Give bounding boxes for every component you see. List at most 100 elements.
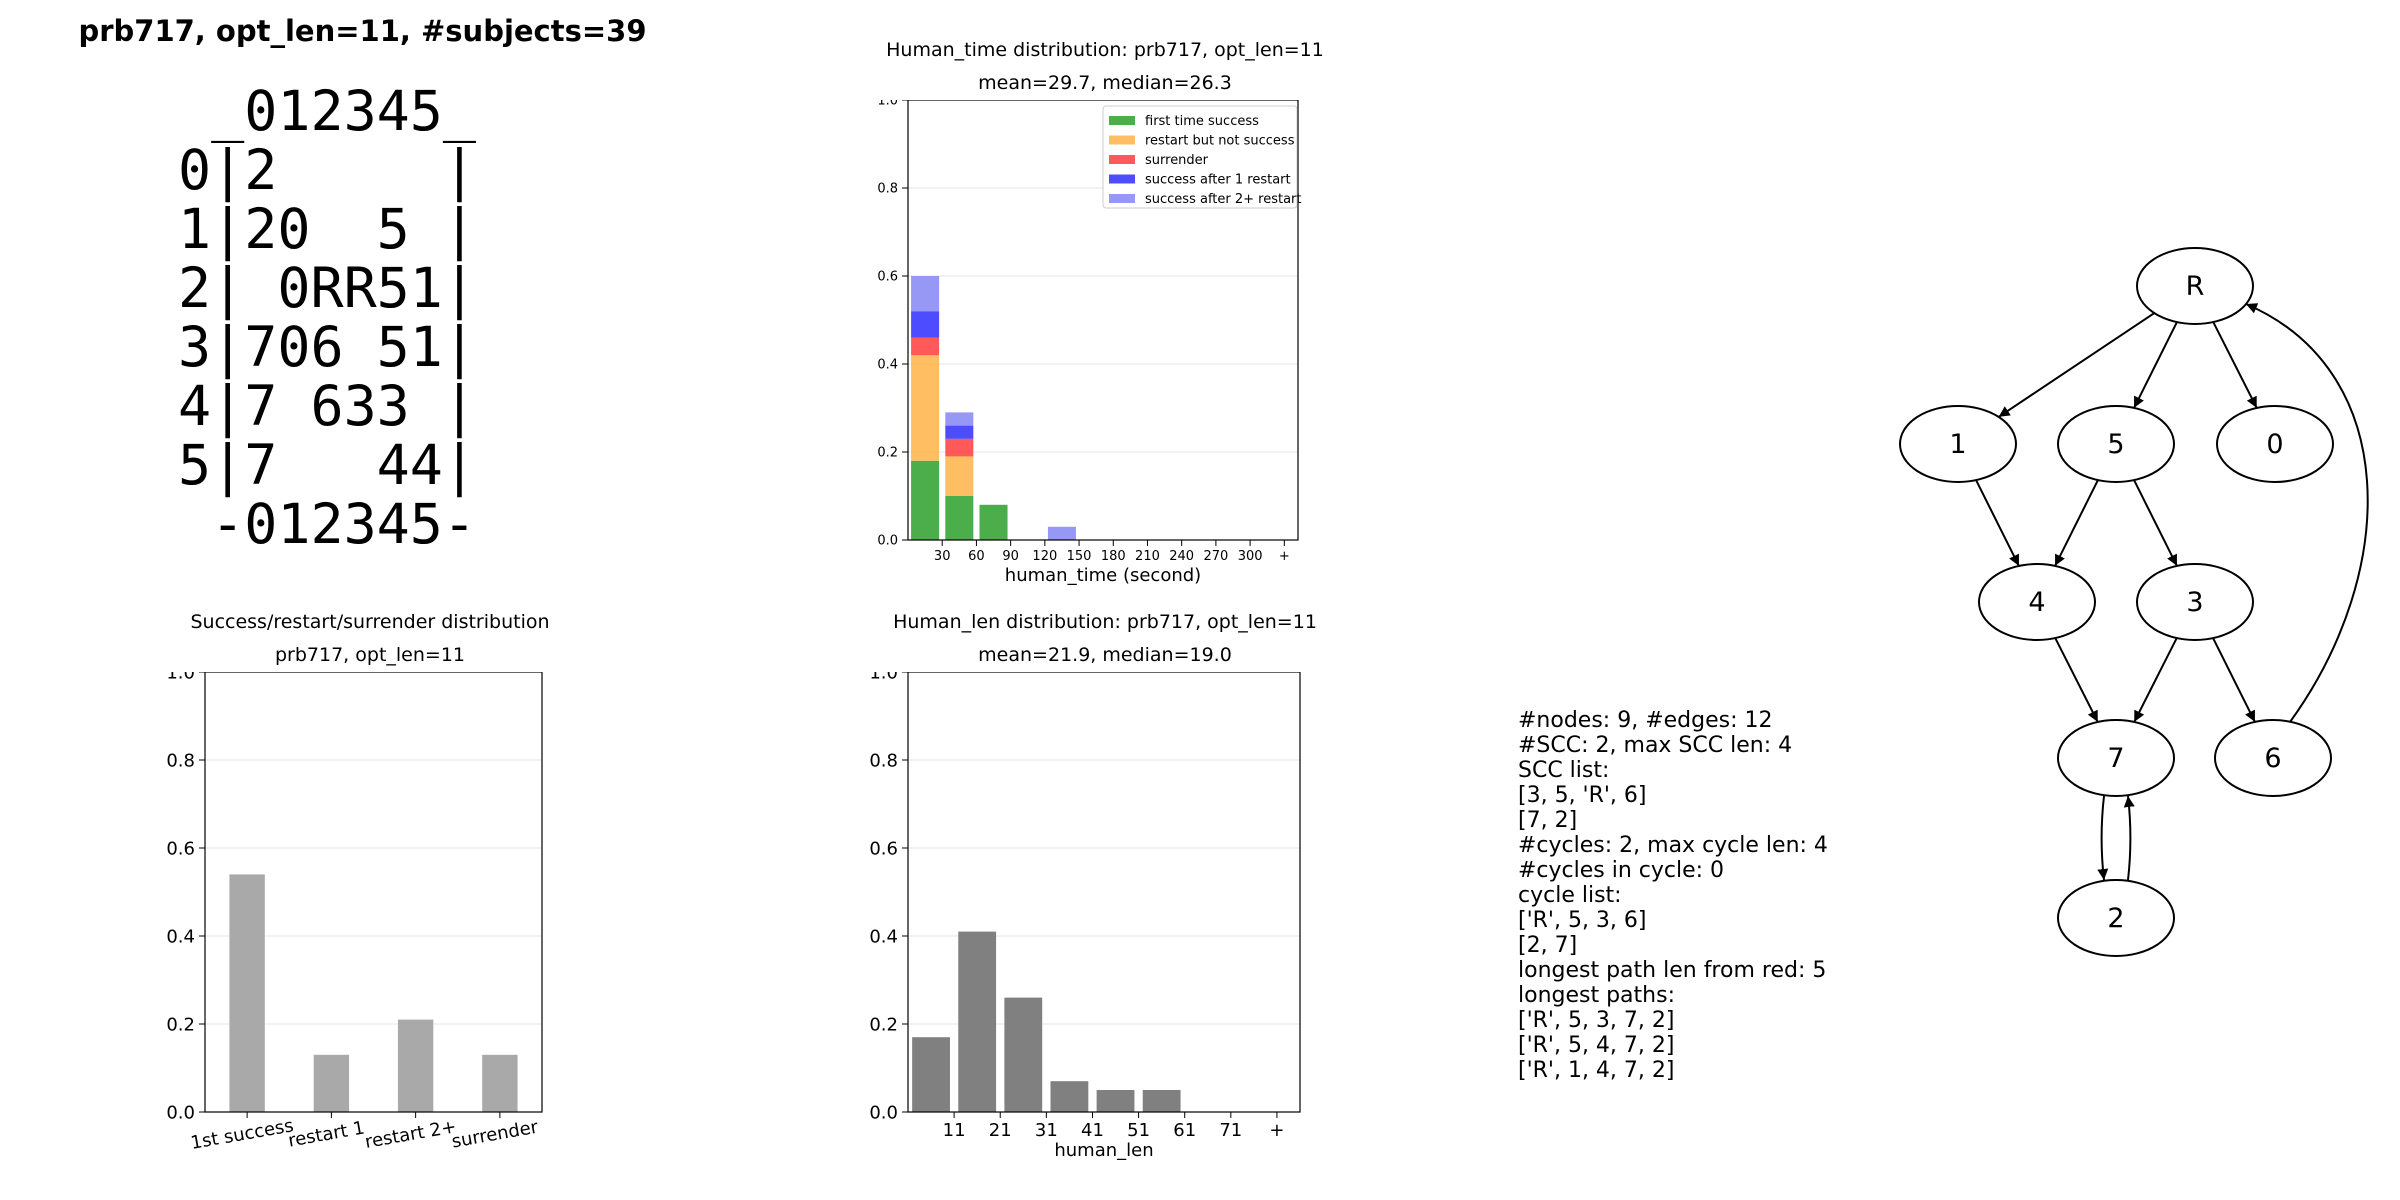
x-tick-label: 60: [968, 549, 985, 564]
bar-segment: [945, 425, 974, 439]
graph-edge: [2054, 479, 2099, 567]
y-tick-label: 0.2: [869, 1014, 898, 1035]
y-tick-label: 1.0: [166, 672, 195, 683]
bar: [1096, 1090, 1135, 1112]
stats-line: ['R', 5, 4, 7, 2]: [1518, 1033, 1675, 1058]
dependency-graph: R 1 5 0 4 3 7 6 2: [1899, 247, 2369, 957]
stats-line: #nodes: 9, #edges: 12: [1518, 708, 1773, 733]
chart-subtitle-line: prb717, opt_len=11: [274, 644, 466, 666]
graph-edge: [2133, 637, 2178, 723]
legend-swatch: [1109, 174, 1135, 184]
y-tick-label: 0.0: [166, 1102, 195, 1123]
graph-node-label: 1: [1949, 429, 1966, 460]
stats-line: ['R', 5, 3, 7, 2]: [1518, 1008, 1675, 1033]
chart-title-line: Success/restart/surrender distribution: [190, 611, 550, 633]
legend-swatch: [1109, 135, 1135, 145]
stats-line: #cycles: 2, max cycle len: 4: [1518, 833, 1828, 858]
y-tick-label: 0.2: [166, 1014, 195, 1035]
stats-line: cycle list:: [1518, 883, 1622, 908]
bar: [482, 1054, 518, 1112]
stats-line: ['R', 5, 3, 6]: [1518, 908, 1647, 933]
stats-line: #SCC: 2, max SCC len: 4: [1518, 733, 1793, 758]
puzzle-board: _012345_ 0|2 | 1|20 5 | 2| 0RR51| 3|706 51| 4…: [178, 82, 476, 554]
stats-line: longest path len from red: 5: [1518, 958, 1827, 983]
graph-edge: [2212, 637, 2256, 723]
legend-label: restart but not success: [1145, 134, 1295, 149]
y-tick-label: 0.6: [166, 838, 195, 859]
bar-segment: [945, 412, 974, 426]
x-axis-label: human_time (second): [1005, 565, 1201, 586]
y-tick-label: 0.4: [877, 358, 898, 373]
legend-swatch: [1109, 155, 1135, 164]
graph-edge: [2133, 321, 2178, 409]
graph-node: [2136, 563, 2254, 641]
y-tick-label: 1.0: [869, 672, 898, 683]
graph-node: [1899, 405, 2017, 483]
bar: [958, 931, 997, 1112]
graph-edge: [1998, 312, 2155, 418]
stats-line: SCC list:: [1518, 758, 1610, 783]
x-tick-label: 21: [989, 1120, 1012, 1141]
board-row: 1|20 5 |: [178, 197, 477, 261]
graph-node: [2057, 879, 2175, 957]
stats-line: [3, 5, 'R', 6]: [1518, 783, 1647, 808]
x-tick-label: 61: [1173, 1120, 1196, 1141]
board-row: _012345_: [178, 79, 477, 143]
y-tick-label: 0.8: [869, 750, 898, 771]
stats-line: [7, 2]: [1518, 808, 1578, 833]
bar: [1004, 997, 1043, 1112]
human-time-chart: 0.0 0.2 0.4 0.6 0.8 1.0 30 60 90 120 150 180 210 240 2…: [877, 100, 1302, 586]
y-tick-label: 0.4: [166, 926, 195, 947]
graph-edge: [1975, 479, 2020, 567]
legend-box: [1102, 105, 1298, 209]
graph-edge: [2245, 303, 2369, 723]
board-row: 3|706 51|: [178, 315, 477, 379]
graph-node-label: 0: [2266, 429, 2283, 460]
graph-node-label: 7: [2107, 743, 2124, 774]
plot-frame: [204, 672, 543, 1113]
bar-segment: [911, 276, 940, 312]
x-tick-label: 150: [1067, 549, 1092, 564]
y-tick-label: 0.6: [869, 838, 898, 859]
bar: [397, 1019, 434, 1112]
chart-title-line: Human_len distribution: prb717, opt_len=…: [893, 611, 1317, 633]
legend-label: success after 2+ restart: [1145, 192, 1302, 207]
stats-line: longest paths:: [1518, 983, 1675, 1008]
graph-node-label: R: [2186, 271, 2205, 302]
y-tick-label: 0.2: [877, 446, 898, 461]
x-tick-label: restart 1: [287, 1118, 367, 1152]
graph-node-label: 3: [2186, 587, 2203, 618]
x-tick-label: +: [1269, 1120, 1284, 1141]
bar-segment: [1047, 526, 1076, 540]
y-tick-label: 0.4: [869, 926, 898, 947]
bar-segment: [945, 438, 974, 457]
graph-node: [2136, 247, 2254, 325]
graph-node: [2216, 405, 2334, 483]
x-tick-label: 11: [943, 1120, 966, 1141]
legend-label: success after 1 restart: [1145, 173, 1291, 188]
bar-segment: [945, 496, 974, 540]
board-row: 4|7 633 |: [178, 374, 477, 438]
graph-edge: [2097, 795, 2109, 881]
graph-edge: [2123, 795, 2135, 881]
board-row: 5|7 44|: [178, 433, 477, 497]
graph-node: [2057, 405, 2175, 483]
bar-segment: [911, 311, 940, 338]
y-tick-label: 1.0: [877, 100, 898, 109]
y-tick-label: 0.8: [877, 182, 898, 197]
y-tick-label: 0.8: [166, 750, 195, 771]
graph-node: [1978, 563, 2096, 641]
x-tick-label: 51: [1127, 1120, 1150, 1141]
x-tick-label: 180: [1101, 549, 1126, 564]
x-tick-label: 41: [1081, 1120, 1104, 1141]
board-row: 0|2 |: [178, 138, 477, 202]
page-title: prb717, opt_len=11, #subjects=39: [78, 14, 647, 48]
human-len-chart: 0.0 0.2 0.4 0.6 0.8 1.0 11 21 31 41 51 61 71 + human_l…: [869, 672, 1301, 1161]
bar-segment: [911, 355, 940, 461]
x-tick-label: 240: [1169, 549, 1194, 564]
legend-swatch: [1109, 116, 1135, 125]
y-tick-label: 0.6: [877, 270, 898, 285]
bar: [229, 874, 265, 1112]
chart-title-line: Human_time distribution: prb717, opt_len…: [886, 39, 1324, 61]
